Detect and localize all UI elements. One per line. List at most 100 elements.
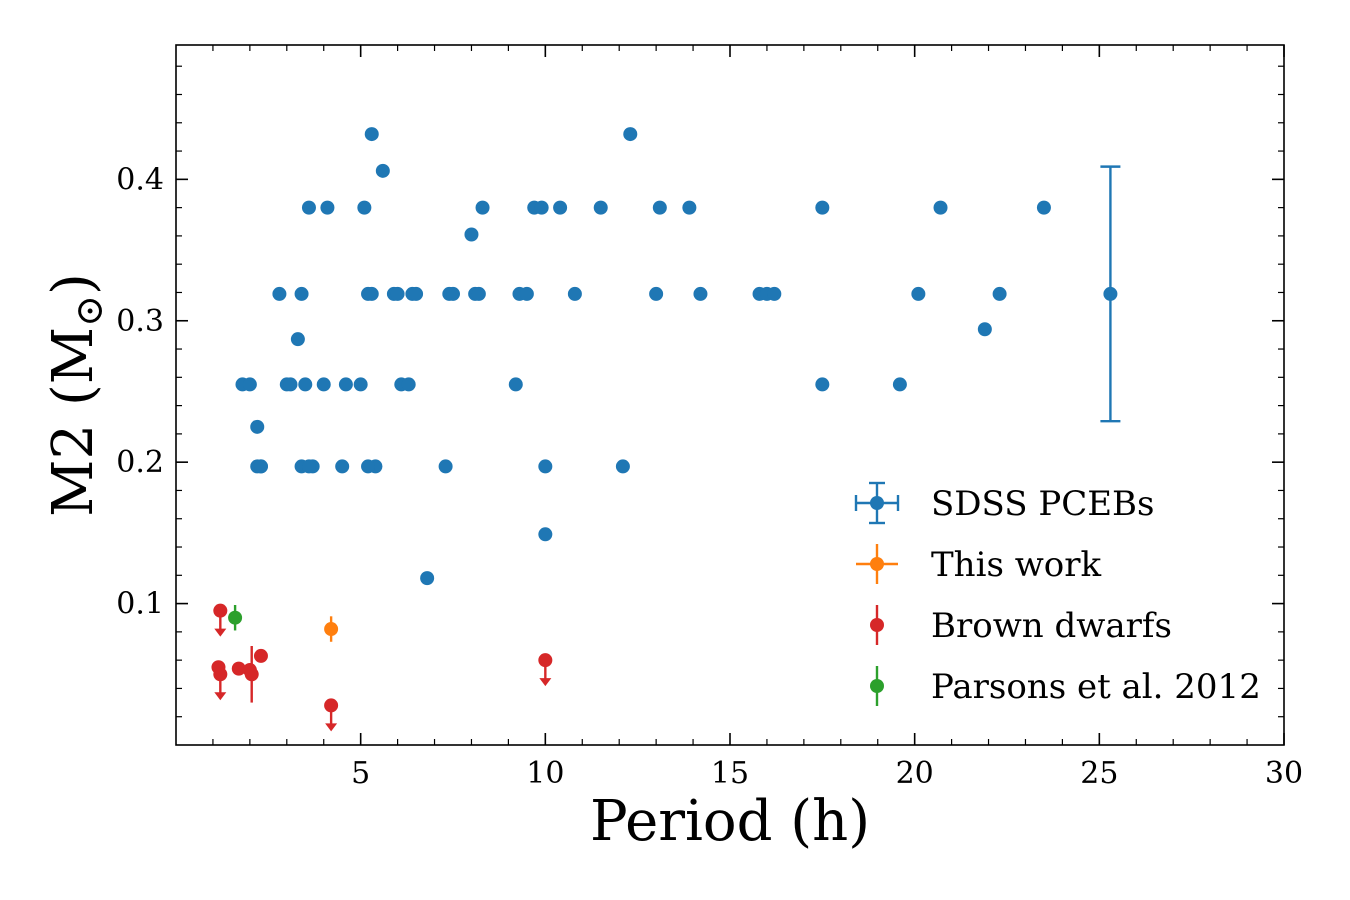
series-brown-dwarfs [211, 603, 553, 732]
data-point [390, 286, 405, 301]
y-axis-title-text: M2 (M [41, 327, 106, 517]
legend-marker [870, 679, 884, 693]
data-point [244, 667, 259, 682]
x-tick-label: 30 [1265, 756, 1303, 791]
y-axis-title-close: ) [41, 273, 106, 295]
data-point [652, 200, 667, 215]
data-point [272, 286, 287, 301]
legend-entry: This work [856, 544, 1102, 585]
data-point [538, 459, 553, 474]
data-point [231, 661, 246, 676]
upper-limit-arrow-head [325, 723, 338, 732]
x-tick-label: 5 [351, 756, 370, 791]
data-point [464, 227, 479, 242]
data-point [364, 286, 379, 301]
data-point [519, 286, 534, 301]
y-tick-label: 0.1 [116, 587, 164, 622]
data-point [471, 286, 486, 301]
data-point [615, 459, 630, 474]
upper-limit-arrow-head [539, 678, 552, 687]
series-this-work [324, 616, 339, 642]
legend-label: Parsons et al. 2012 [931, 667, 1261, 707]
y-axis-title: M2 (M⊙) [41, 273, 111, 517]
data-point [815, 200, 830, 215]
data-point [693, 286, 708, 301]
data-point [324, 698, 339, 713]
legend-label: SDSS PCEBs [931, 484, 1155, 524]
y-tick-label: 0.2 [116, 445, 164, 480]
data-point [992, 286, 1007, 301]
legend-entry: Parsons et al. 2012 [870, 666, 1261, 707]
data-point [335, 459, 350, 474]
data-point [324, 622, 339, 637]
svg-text:M2 (M⊙): M2 (M⊙) [41, 273, 111, 517]
axis-ticks [176, 45, 1285, 745]
data-point [475, 200, 490, 215]
data-point [242, 377, 257, 392]
data-point [933, 200, 948, 215]
legend-marker [870, 557, 884, 571]
data-point [438, 459, 453, 474]
data-point [623, 127, 638, 142]
data-point [253, 648, 268, 663]
data-point [253, 459, 268, 474]
data-point [649, 286, 664, 301]
data-point [213, 603, 228, 618]
data-point [420, 571, 435, 586]
legend-marker [870, 496, 884, 510]
data-point [538, 653, 553, 668]
data-point [213, 667, 228, 682]
data-point [357, 200, 372, 215]
data-point [508, 377, 523, 392]
y-tick-label: 0.3 [116, 304, 164, 339]
data-point [301, 200, 316, 215]
x-tick-label: 20 [896, 756, 934, 791]
data-point [361, 459, 376, 474]
legend-label: Brown dwarfs [931, 606, 1172, 646]
data-point [320, 200, 335, 215]
data-point [283, 377, 298, 392]
data-point [301, 459, 316, 474]
data-point [290, 332, 305, 347]
data-point [298, 377, 313, 392]
data-point [446, 286, 460, 301]
legend: SDSS PCEBs This work Brown dwarfs Parsons e… [854, 481, 1261, 707]
data-point [1036, 200, 1051, 215]
data-point [294, 286, 309, 301]
data-point [534, 200, 549, 215]
upper-limit-arrow-head [214, 692, 227, 701]
x-tick-label: 10 [526, 756, 564, 791]
legend-marker [870, 618, 884, 632]
plot-area [211, 127, 1121, 732]
data-point [767, 286, 782, 301]
data-point [353, 377, 368, 392]
data-point [364, 127, 379, 142]
data-point [250, 419, 265, 434]
x-tick-label: 25 [1080, 756, 1118, 791]
tick-labels: 5 10 15 20 25 30 0.1 0.2 0.3 0.4 [116, 162, 1303, 791]
series-sdss-pcebs [235, 127, 1121, 586]
upper-limit-arrow-head [214, 628, 227, 637]
data-point [338, 377, 353, 392]
data-point [409, 286, 424, 301]
data-point [892, 377, 907, 392]
data-point [911, 286, 926, 301]
data-point [682, 200, 697, 215]
data-point [553, 200, 568, 215]
legend-entry: Brown dwarfs [870, 605, 1172, 646]
data-point [375, 163, 390, 178]
y-tick-label: 0.4 [116, 162, 164, 197]
data-point [538, 527, 553, 542]
y-axis-title-sun-symbol: ⊙ [67, 295, 111, 327]
data-point [977, 322, 992, 337]
series-parsons-et-al-2012 [228, 605, 243, 631]
data-point [228, 610, 243, 625]
data-point [815, 377, 830, 392]
data-point [316, 377, 331, 392]
data-point [401, 377, 416, 392]
legend-entry: SDSS PCEBs [854, 481, 1155, 525]
x-tick-label: 15 [711, 756, 749, 791]
data-point [567, 286, 582, 301]
x-axis-title: Period (h) [590, 789, 870, 854]
